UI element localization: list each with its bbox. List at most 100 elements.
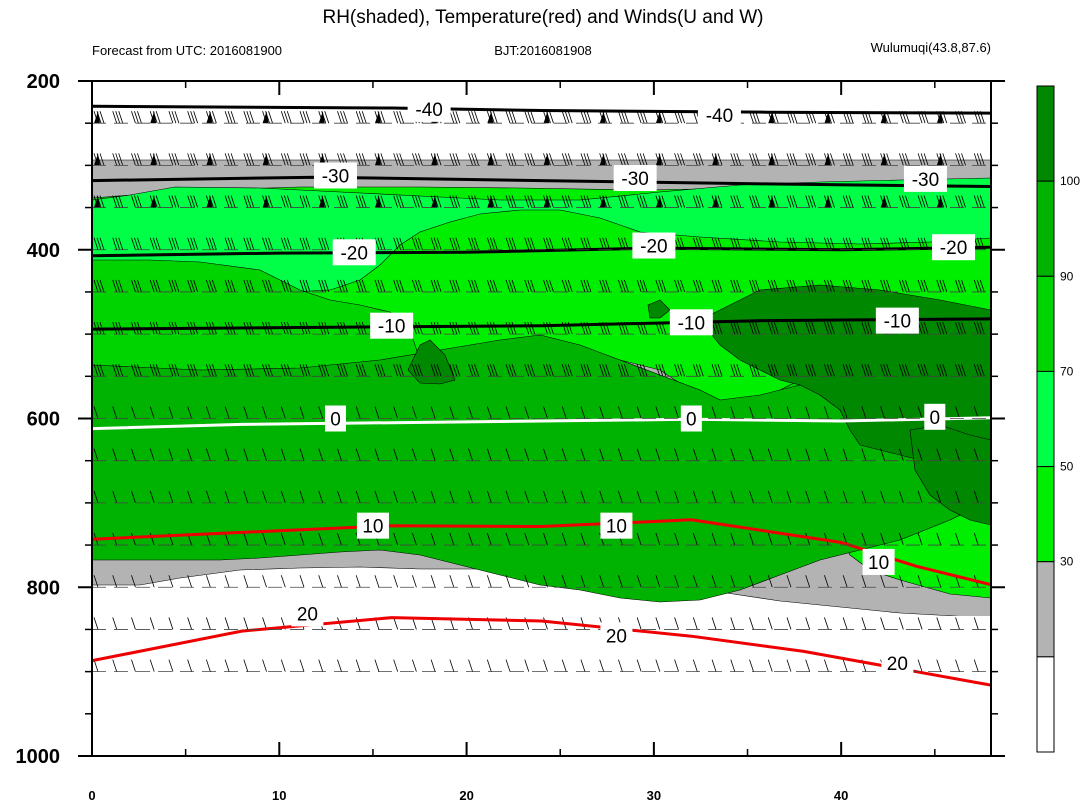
wind-barb (380, 237, 386, 250)
wind-barb (901, 195, 907, 208)
wind-barb (792, 279, 798, 293)
wind-barb (792, 153, 798, 166)
wind-barb (93, 575, 99, 588)
wind-barb (230, 237, 236, 250)
wind-barb (655, 617, 661, 630)
wind-barb (730, 659, 736, 672)
wind-barb (936, 279, 942, 293)
wind-barb (898, 364, 904, 377)
wind-barb (861, 279, 867, 293)
wind-pennant (150, 111, 157, 124)
wind-barb (842, 364, 848, 377)
wind-barb (112, 617, 118, 630)
wind-barb (399, 364, 405, 377)
wind-barb (674, 279, 679, 293)
wind-barb (674, 448, 679, 461)
contour-label: -20 (640, 237, 667, 258)
wind-barb (508, 111, 514, 124)
wind-pennant (487, 195, 494, 208)
wind-barb (193, 195, 199, 208)
wind-barb (280, 153, 286, 166)
wind-barb (337, 448, 342, 461)
wind-barb (864, 195, 870, 208)
wind-barb (920, 195, 926, 208)
wind-barb (262, 448, 267, 461)
wind-barb (749, 532, 754, 546)
wind-barb (767, 532, 773, 546)
wind-barb (618, 575, 623, 588)
wind-pennant (318, 153, 325, 166)
wind-barb (305, 237, 311, 250)
wind-barb (564, 364, 570, 377)
wind-barb (358, 195, 364, 208)
colorbar-box (1036, 180, 1055, 277)
wind-barb (792, 237, 798, 250)
wind-barb (605, 111, 611, 124)
wind-barb (452, 195, 458, 208)
wind-barb (505, 659, 511, 672)
wind-barb (190, 153, 196, 166)
wind-barb (692, 532, 698, 546)
wind-barb (286, 111, 292, 124)
wind-barb (830, 321, 835, 335)
wind-barb (830, 237, 835, 250)
wind-barb (474, 195, 479, 208)
colorbar-box (1036, 656, 1055, 753)
wind-barb (955, 406, 960, 419)
wind-barb (524, 490, 530, 504)
wind-barb (471, 321, 476, 335)
wind-barb (711, 575, 717, 588)
wind-pennant (94, 195, 100, 208)
wind-barb (864, 279, 870, 293)
wind-barb (677, 279, 682, 293)
wind-barb (227, 279, 233, 293)
wind-barb (230, 111, 236, 124)
wind-barb (580, 153, 586, 166)
wind-barb (923, 195, 929, 208)
wind-barb (674, 406, 679, 419)
wind-barb (958, 195, 963, 208)
wind-barb (337, 575, 342, 588)
wind-barb (958, 279, 963, 293)
wind-barb (917, 448, 923, 461)
wind-barb (380, 364, 386, 377)
wind-barb (567, 364, 573, 377)
wind-barb (511, 111, 517, 124)
wind-pennant (824, 153, 831, 166)
wind-barb (580, 364, 586, 377)
wind-barb (642, 111, 648, 124)
wind-barb (698, 153, 704, 166)
wind-barb (639, 111, 645, 124)
wind-barb (302, 279, 308, 293)
wind-barb (511, 321, 517, 335)
wind-barb (692, 195, 698, 208)
wind-barb (642, 153, 648, 166)
wind-barb (211, 364, 217, 377)
wind-barb (321, 237, 327, 250)
colorbar-box (1036, 466, 1055, 563)
wind-barb (524, 575, 530, 588)
wind-barb (187, 279, 193, 293)
wind-barb (811, 364, 817, 377)
colorbar-label: 70 (1060, 364, 1074, 378)
wind-barb (561, 153, 567, 166)
contour-label: -20 (940, 238, 967, 259)
wind-barb (224, 153, 230, 166)
left-string: Forecast from UTC: 2016081900 (92, 43, 282, 58)
wind-barb (190, 364, 196, 377)
wind-barb (583, 153, 589, 166)
wind-barb (730, 532, 736, 546)
wind-barb (527, 195, 533, 208)
wind-barb (137, 279, 142, 293)
wind-barb (430, 364, 436, 377)
wind-barb (474, 364, 479, 377)
wind-pennant (94, 111, 100, 124)
wind-pennant (487, 111, 494, 124)
wind-barb (355, 153, 361, 166)
contour-label: 10 (868, 553, 889, 574)
wind-barb (249, 195, 255, 208)
wind-barb (618, 364, 623, 377)
wind-barb (811, 279, 817, 293)
wind-barb (698, 364, 704, 377)
wind-barb (639, 195, 645, 208)
